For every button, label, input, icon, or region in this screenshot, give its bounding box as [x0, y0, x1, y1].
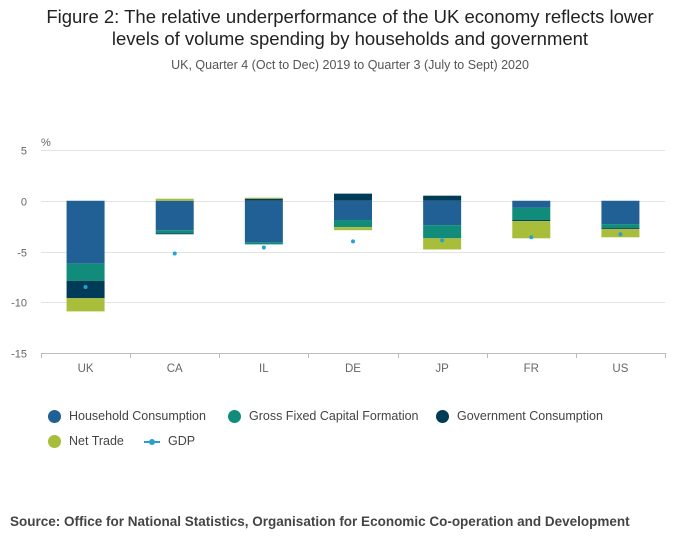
bar-segment-household-consumption-us: [601, 200, 640, 225]
x-tick-label: DE: [345, 363, 361, 375]
y-tick-label: 0: [21, 197, 27, 209]
source-note: Source: Office for National Statistics, …: [10, 514, 630, 529]
bar-segment-government-consumption-de: [334, 193, 372, 201]
legend-label: GDP: [168, 434, 196, 448]
x-tick-label: UK: [78, 363, 94, 375]
bar-segment-gross-fixed-capital-formation-uk: [66, 263, 105, 281]
y-tick-label: -15: [11, 349, 27, 361]
bar-segment-gross-fixed-capital-formation-fr: [512, 207, 551, 221]
bar-segment-net-trade-fr: [512, 221, 551, 239]
x-tick-label: JP: [435, 363, 449, 375]
gdp-point-jp: [440, 238, 445, 243]
net-trade-swatch: [48, 434, 61, 448]
y-tick-label: -5: [17, 248, 27, 260]
bar-segment-government-consumption-fr: [512, 220, 551, 222]
x-tick-label: FR: [524, 363, 539, 375]
bar-segment-net-trade-il: [244, 197, 283, 199]
gdp-point-de: [351, 239, 355, 244]
gross-fixed-capital-formation-swatch: [228, 409, 241, 423]
y-axis-label: %: [41, 137, 51, 149]
bar-segment-net-trade-uk: [66, 298, 105, 312]
bar-segment-household-consumption-fr: [512, 200, 551, 208]
chart-title-line-2: levels of volume spending by households …: [111, 28, 589, 49]
household-consumption-swatch: [48, 409, 61, 423]
bar-segment-household-consumption-de: [334, 200, 372, 221]
legend-label: Net Trade: [69, 434, 124, 448]
bar-segment-government-consumption-ca: [155, 233, 194, 235]
legend-label: Government Consumption: [457, 409, 603, 423]
y-tick-label: 5: [21, 146, 27, 158]
government-consumption-swatch: [436, 409, 449, 423]
chart-title: Figure 2: The relative underperformance …: [0, 6, 700, 50]
legend-label: Gross Fixed Capital Formation: [249, 409, 419, 423]
gdp-swatch: [144, 435, 160, 448]
legend-item-gross-fixed-capital-formation[interactable]: Gross Fixed Capital Formation: [228, 409, 419, 423]
bar-segment-gross-fixed-capital-formation-de: [334, 220, 372, 228]
legend-label: Household Consumption: [69, 409, 206, 423]
bar-segment-net-trade-ca: [155, 198, 194, 201]
bar-segment-gross-fixed-capital-formation-jp: [423, 225, 462, 239]
legend-item-net-trade[interactable]: Net Trade: [48, 434, 124, 448]
bar-segment-household-consumption-il: [244, 200, 283, 243]
bar-segment-net-trade-jp: [423, 238, 462, 250]
x-tick-label: IL: [259, 363, 269, 375]
bar-segment-household-consumption-ca: [155, 200, 194, 231]
gdp-point-us: [618, 232, 623, 237]
gdp-point-uk: [83, 285, 88, 290]
gdp-point-fr: [529, 235, 534, 240]
bar-segment-gross-fixed-capital-formation-us: [601, 224, 640, 229]
x-tick-label: CA: [167, 363, 183, 375]
y-tick-label: -10: [11, 298, 27, 310]
chart-subtitle: UK, Quarter 4 (Oct to Dec) 2019 to Quart…: [171, 58, 529, 72]
legend-item-government-consumption[interactable]: Government Consumption: [436, 409, 603, 423]
bar-segment-household-consumption-uk: [66, 200, 105, 264]
legend-item-gdp[interactable]: GDP: [144, 434, 195, 448]
x-tick-label: US: [612, 363, 628, 375]
gdp-point-ca: [172, 251, 177, 256]
bar-segment-government-consumption-il: [244, 198, 283, 201]
bar-segment-government-consumption-uk: [66, 280, 105, 299]
gdp-swatch-point: [149, 438, 155, 445]
stacked-bar-chart: 5 0 -5 -10 -15% UK CA IL DE JP FR US: [11, 137, 666, 375]
bar-segment-government-consumption-jp: [423, 195, 462, 201]
bar-segment-net-trade-de: [334, 227, 372, 231]
bar-segment-government-consumption-us: [601, 228, 640, 230]
legend-item-household-consumption[interactable]: Household Consumption: [48, 409, 206, 423]
bar-segment-gross-fixed-capital-formation-ca: [155, 230, 194, 234]
chart-title-line-1: Figure 2: The relative underperformance …: [46, 6, 654, 27]
gdp-point-il: [261, 245, 266, 250]
bar-segment-gross-fixed-capital-formation-il: [244, 242, 283, 245]
bar-segment-household-consumption-jp: [423, 200, 462, 226]
